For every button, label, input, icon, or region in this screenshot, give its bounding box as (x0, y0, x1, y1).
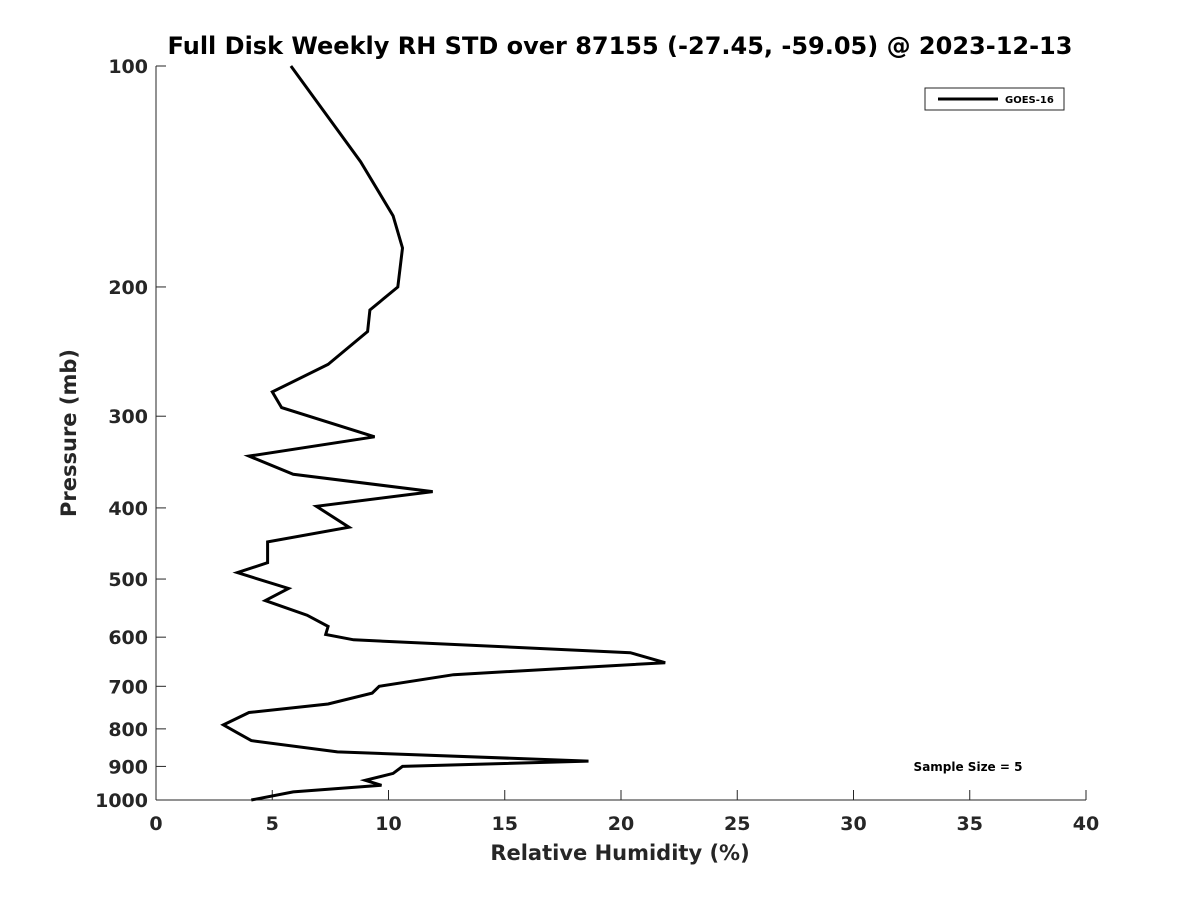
y-tick-label: 500 (108, 569, 148, 591)
y-tick-label: 200 (108, 277, 148, 299)
y-axis-label: Pressure (mb) (57, 349, 81, 517)
y-axis-ticks: 100 200 300 400 500 600 700 800 900 1000 (95, 56, 166, 812)
x-axis-ticks: 0 5 10 15 20 25 30 35 40 (149, 790, 1099, 835)
axes (155, 66, 1086, 801)
x-tick-label: 15 (492, 813, 518, 835)
series-line-goes-16 (220, 65, 666, 802)
y-tick-label: 900 (108, 756, 148, 778)
legend: GOES-16 (924, 87, 1065, 111)
y-tick-label: 100 (108, 56, 148, 78)
x-tick-label: 35 (957, 813, 983, 835)
y-tick-label: 400 (108, 498, 148, 520)
x-tick-label: 25 (724, 813, 750, 835)
x-tick-label: 40 (1073, 813, 1099, 835)
x-tick-label: 5 (266, 813, 279, 835)
x-tick-label: 0 (149, 813, 162, 835)
y-tick-label: 1000 (95, 790, 148, 812)
y-tick-label: 600 (108, 627, 148, 649)
chart-title: Full Disk Weekly RH STD over 87155 (-27.… (168, 32, 1073, 60)
x-axis-label: Relative Humidity (%) (490, 841, 749, 865)
y-tick-label: 700 (108, 676, 148, 698)
sample-size-annotation: Sample Size = 5 (914, 760, 1023, 774)
x-tick-label: 20 (608, 813, 634, 835)
x-tick-label: 10 (375, 813, 401, 835)
y-tick-label: 300 (108, 406, 148, 428)
x-tick-label: 30 (840, 813, 866, 835)
series-lines (220, 65, 666, 802)
y-tick-label: 800 (108, 719, 148, 741)
legend-label-goes-16: GOES-16 (1005, 95, 1054, 106)
